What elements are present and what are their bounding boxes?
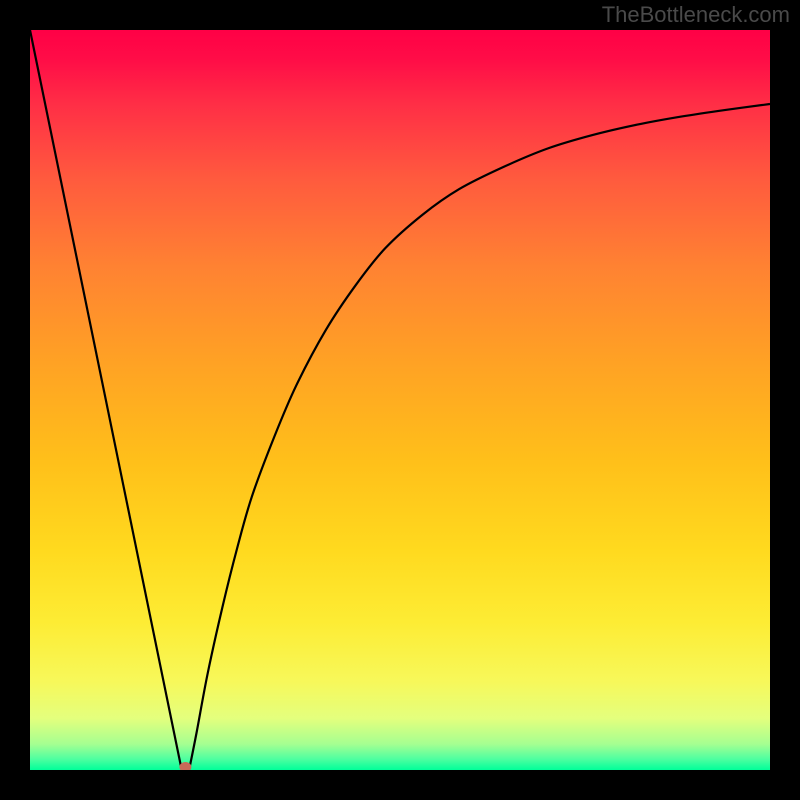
watermark-text: TheBottleneck.com: [602, 2, 790, 28]
bottleneck-curve-chart: [30, 30, 770, 770]
gradient-background: [30, 30, 770, 770]
chart-frame: TheBottleneck.com: [0, 0, 800, 800]
